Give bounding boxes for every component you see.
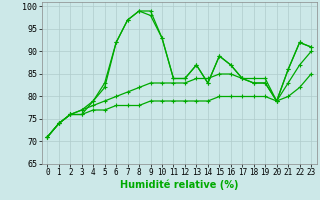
X-axis label: Humidité relative (%): Humidité relative (%) (120, 180, 238, 190)
